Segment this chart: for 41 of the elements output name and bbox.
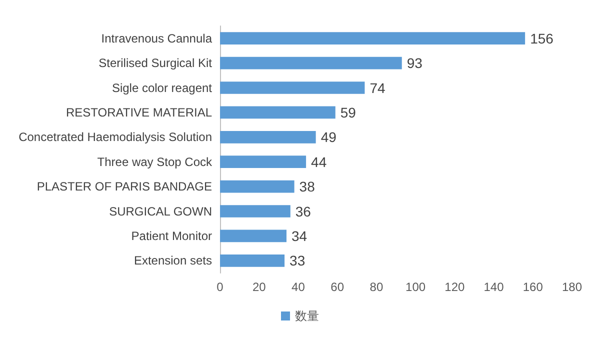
y-tick-label: Sigle color reagent — [112, 80, 213, 95]
x-tick-label: 140 — [484, 280, 504, 294]
x-tick-label: 0 — [216, 280, 224, 294]
legend-label: 数量 — [295, 309, 319, 323]
x-tick-label: 180 — [562, 280, 582, 294]
x-tick-label: 80 — [370, 280, 384, 294]
y-tick-label: RESTORATIVE MATERIAL — [66, 105, 212, 120]
bar — [220, 106, 336, 119]
x-tick-label: 100 — [406, 280, 426, 294]
bar — [220, 180, 294, 193]
bar — [220, 254, 285, 267]
y-tick-label: Sterilised Surgical Kit — [98, 56, 213, 70]
bar — [220, 32, 526, 45]
bar — [220, 130, 316, 144]
bar — [220, 156, 306, 168]
x-tick-label: 60 — [330, 280, 344, 294]
x-tick-label: 120 — [444, 280, 465, 294]
data-label: 38 — [299, 178, 316, 195]
y-tick-label: SURGICAL GOWN — [109, 204, 212, 218]
x-tick-label: 20 — [252, 280, 266, 294]
data-label: 34 — [291, 228, 308, 244]
data-label: 59 — [340, 104, 356, 120]
data-label: 156 — [530, 30, 554, 46]
data-label: 33 — [290, 252, 306, 269]
y-tick-label: Patient Monitor — [131, 228, 212, 243]
data-label: 49 — [320, 129, 337, 146]
bar — [220, 82, 365, 94]
y-tick-label: Extension sets — [134, 254, 212, 268]
x-tick-label: 40 — [292, 280, 306, 294]
data-label: 93 — [406, 55, 423, 72]
y-tick-label: Intravenous Cannula — [101, 31, 212, 46]
bar — [220, 56, 402, 70]
x-tick-label: 160 — [522, 280, 544, 294]
data-label: 44 — [311, 154, 327, 170]
bar — [220, 230, 286, 242]
y-tick-label: Concetrated Haemodialysis Solution — [18, 130, 212, 144]
y-tick-label: Three way Stop Cock — [97, 154, 213, 169]
data-label: 74 — [370, 80, 386, 96]
bar — [220, 205, 290, 218]
data-label: 36 — [295, 203, 312, 220]
y-tick-label: PLASTER OF PARIS BANDAGE — [36, 180, 212, 194]
